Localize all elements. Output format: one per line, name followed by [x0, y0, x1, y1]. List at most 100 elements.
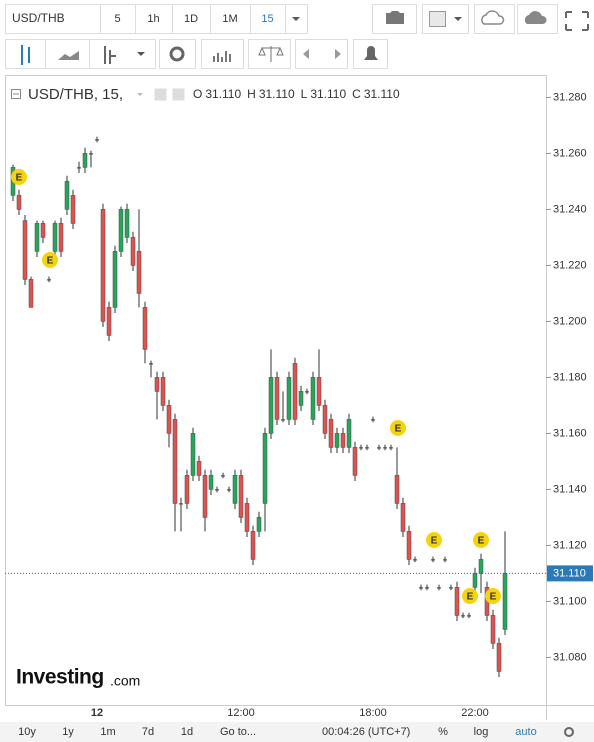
event-label: E	[47, 256, 54, 267]
candle-body	[22, 220, 28, 280]
studies-tool[interactable]	[201, 39, 244, 69]
candle-body	[443, 559, 447, 561]
event-marker[interactable]	[426, 532, 442, 548]
caret	[137, 52, 145, 56]
candle-body	[130, 237, 136, 266]
x-tick-label: 12	[91, 707, 103, 719]
candle-body	[215, 489, 219, 491]
candle-body	[179, 503, 183, 505]
range-button[interactable]: 1m	[100, 726, 115, 738]
candle-body	[262, 433, 268, 504]
candle-body	[322, 405, 328, 434]
collapse-icon[interactable]	[11, 89, 21, 99]
logo: Investing	[16, 666, 104, 689]
candle-tool[interactable]	[5, 39, 46, 69]
x-tick-label: 12:00	[227, 707, 255, 719]
compare-tool[interactable]	[248, 39, 291, 69]
bell-icon	[364, 46, 378, 60]
event-label: E	[431, 536, 438, 547]
y-tick-label: 31.260	[553, 147, 587, 159]
clock: 00:04:26 (UTC+7)	[322, 726, 410, 738]
interval-button[interactable]	[135, 4, 173, 34]
candle-body	[100, 209, 106, 322]
interval-label: 5	[114, 13, 120, 25]
event-marker[interactable]	[42, 252, 58, 268]
studies-icon	[213, 51, 231, 62]
range-button[interactable]: 1y	[62, 726, 74, 738]
y-tick-label: 31.100	[553, 595, 587, 607]
candle-body	[190, 433, 196, 476]
candle-body	[305, 391, 309, 393]
event-marker[interactable]	[485, 588, 501, 604]
scale-option[interactable]: %	[438, 726, 448, 738]
candle-body	[461, 615, 465, 617]
event-marker[interactable]	[462, 588, 478, 604]
symbol-box[interactable]	[5, 4, 101, 34]
candle-body	[490, 615, 496, 644]
settings-gear[interactable]	[564, 727, 574, 737]
range-button[interactable]: 1d	[181, 726, 193, 738]
indicator-tool[interactable]	[89, 39, 156, 69]
interval-label: 1h	[147, 13, 159, 25]
candle-body	[413, 559, 417, 561]
candle-body	[383, 447, 387, 449]
ohlc-legend: O 31.110 H 31.110 L 31.110 C 31.110	[193, 87, 400, 101]
settings-tool[interactable]	[159, 39, 196, 69]
legend-value: 31.110	[364, 87, 400, 101]
y-tick-label: 31.080	[553, 651, 587, 663]
cloud-icon	[481, 10, 505, 25]
cloud-download[interactable]	[474, 4, 515, 34]
bottom-bar	[0, 722, 594, 742]
legend-title: USD/THB, 15,	[28, 86, 123, 103]
last-price-tag	[547, 565, 593, 582]
range-button[interactable]: 7d	[142, 726, 154, 738]
area-icon	[58, 51, 79, 60]
candle-body	[124, 209, 130, 238]
gear-icon	[169, 46, 185, 62]
candle-body	[454, 587, 460, 616]
candle-body	[52, 223, 58, 252]
candle-body	[268, 377, 274, 434]
eye-icon[interactable]	[154, 88, 167, 101]
toolbar-top: USD/THB	[5, 4, 589, 34]
area-tool[interactable]	[45, 39, 90, 69]
plot: 31.080 31.100 31.120 31.140 31.160 31.180 31.2…	[5, 91, 593, 719]
candle-body	[227, 489, 231, 491]
interval-button[interactable]	[100, 4, 136, 34]
candle-body	[40, 223, 46, 238]
event-marker[interactable]	[473, 532, 489, 548]
event-label: E	[395, 424, 402, 435]
scale-option[interactable]: auto	[515, 726, 536, 738]
candle-body	[160, 377, 166, 406]
candle-body	[389, 447, 393, 449]
legend-key: O	[193, 87, 202, 101]
candle-body	[298, 391, 304, 406]
x-tick-label: 22:00	[461, 707, 489, 719]
candle-body	[256, 517, 262, 532]
settings-icon[interactable]	[172, 88, 185, 101]
cloud-icon	[524, 11, 547, 24]
interval-button[interactable]	[250, 4, 286, 34]
candle-body	[431, 559, 435, 561]
y-tick-label: 31.280	[553, 91, 587, 103]
scale-option[interactable]: log	[474, 726, 489, 738]
event-marker[interactable]	[11, 169, 27, 185]
candle-body	[196, 461, 202, 476]
caret	[454, 17, 462, 21]
candle-body	[202, 475, 208, 518]
symbol: USD/THB	[12, 11, 65, 25]
event-marker[interactable]	[390, 420, 406, 436]
interval-label: 1M	[222, 13, 237, 25]
range-button[interactable]: 10y	[18, 726, 36, 738]
candle-body	[281, 419, 285, 421]
candle-body	[77, 167, 81, 169]
fullscreen-icon[interactable]	[565, 11, 589, 31]
candle-body	[377, 447, 381, 449]
y-tick-label: 31.140	[553, 483, 587, 495]
candle-body	[346, 419, 352, 448]
event-label: E	[490, 592, 497, 603]
candle-body	[394, 475, 400, 504]
interval-label: 1D	[184, 13, 198, 25]
goto-button[interactable]: Go to...	[220, 726, 256, 738]
